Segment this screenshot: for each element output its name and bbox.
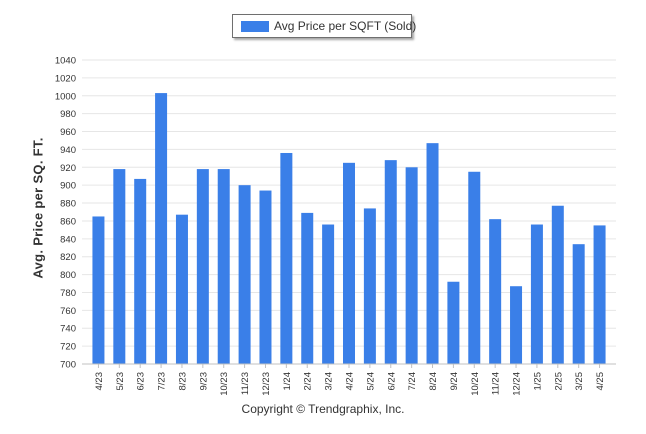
x-tick-label: 7/23 bbox=[157, 372, 168, 391]
y-tick-label: 900 bbox=[60, 181, 76, 192]
y-tick-label: 960 bbox=[60, 127, 76, 138]
y-tick-label: 1020 bbox=[55, 73, 76, 84]
bar-11/23 bbox=[238, 185, 251, 364]
bar-5/24 bbox=[363, 208, 376, 364]
legend: Avg Price per SQFT (Sold) bbox=[232, 14, 416, 38]
y-tick-label: 860 bbox=[60, 216, 76, 227]
x-tick-label: 6/24 bbox=[386, 372, 397, 391]
x-tick-label: 11/24 bbox=[491, 372, 502, 395]
y-tick-label: 840 bbox=[60, 234, 76, 245]
bar-1/25 bbox=[530, 224, 543, 364]
y-axis-ticks: 700 720 740 760 780 800 820 840 860 880 900 920 940 9… bbox=[55, 56, 76, 371]
copyright-footer: Copyright © Trendgraphix, Inc. bbox=[241, 402, 405, 416]
y-tick-label: 920 bbox=[60, 163, 76, 174]
bar-6/23 bbox=[134, 178, 147, 364]
y-tick-label: 760 bbox=[60, 306, 76, 317]
bar-12/24 bbox=[510, 286, 523, 364]
y-tick-label: 1000 bbox=[55, 91, 76, 102]
x-tick-label: 5/23 bbox=[115, 372, 126, 391]
x-tick-label: 5/24 bbox=[365, 372, 376, 391]
bar-11/24 bbox=[489, 219, 502, 364]
bar-10/24 bbox=[468, 171, 481, 364]
y-tick-label: 820 bbox=[60, 252, 76, 263]
y-tick-label: 980 bbox=[60, 109, 76, 120]
x-tick-label: 10/24 bbox=[470, 372, 481, 396]
bar-6/24 bbox=[384, 160, 397, 364]
x-tick-label: 12/24 bbox=[512, 372, 523, 396]
bar-8/24 bbox=[426, 143, 439, 364]
y-tick-label: 800 bbox=[60, 270, 76, 281]
y-tick-label: 780 bbox=[60, 288, 76, 299]
x-tick-label: 7/24 bbox=[407, 372, 418, 391]
bar-3/25 bbox=[572, 244, 585, 364]
x-tick-label: 9/23 bbox=[198, 372, 209, 391]
y-tick-label: 1040 bbox=[55, 56, 76, 67]
bar-3/24 bbox=[322, 224, 335, 364]
bar-8/23 bbox=[175, 214, 188, 364]
y-tick-label: 940 bbox=[60, 145, 76, 156]
bar-12/23 bbox=[259, 190, 272, 364]
bar-7/24 bbox=[405, 167, 418, 364]
x-tick-label: 10/23 bbox=[219, 372, 230, 396]
x-tick-label: 6/23 bbox=[136, 372, 147, 391]
x-tick-label: 11/23 bbox=[240, 372, 251, 395]
legend-swatch bbox=[241, 21, 269, 32]
grid-lines bbox=[82, 59, 616, 365]
y-tick-label: 720 bbox=[60, 342, 76, 353]
x-tick-label: 3/25 bbox=[574, 372, 585, 391]
bar-9/23 bbox=[196, 169, 209, 364]
x-tick-label: 12/23 bbox=[261, 372, 272, 396]
y-tick-label: 700 bbox=[60, 360, 76, 371]
x-tick-label: 4/25 bbox=[595, 372, 606, 391]
x-tick-label: 4/24 bbox=[345, 372, 356, 391]
bar-4/24 bbox=[343, 162, 355, 364]
x-tick-label: 2/24 bbox=[303, 372, 314, 391]
y-axis-title: Avg. Price per SQ. FT. bbox=[30, 137, 46, 279]
bars bbox=[92, 93, 606, 365]
legend-label: Avg Price per SQFT (Sold) bbox=[274, 19, 417, 33]
x-tick-label: 1/25 bbox=[532, 372, 543, 391]
bar-4/23 bbox=[92, 216, 105, 364]
x-tick-label: 2/25 bbox=[553, 372, 564, 391]
bar-2/24 bbox=[301, 212, 314, 364]
bar-5/23 bbox=[113, 169, 126, 364]
bar-4/25 bbox=[593, 225, 606, 364]
bar-9/24 bbox=[447, 281, 460, 364]
x-tick-label: 1/24 bbox=[282, 372, 293, 391]
x-tick-label: 4/23 bbox=[94, 372, 105, 391]
bar-7/23 bbox=[155, 93, 168, 365]
bar-10/23 bbox=[217, 169, 230, 364]
y-tick-label: 740 bbox=[60, 324, 76, 335]
bar-2/25 bbox=[551, 205, 564, 364]
x-tick-label: 8/23 bbox=[177, 372, 188, 391]
x-axis-ticks: 4/23 5/23 6/23 7/23 8/23 9/23 10/23 11/23 12/23 1… bbox=[94, 364, 606, 396]
x-tick-label: 8/24 bbox=[428, 372, 439, 391]
x-tick-label: 3/24 bbox=[324, 372, 335, 391]
bar-1/24 bbox=[280, 152, 293, 364]
x-tick-label: 9/24 bbox=[449, 372, 460, 391]
y-tick-label: 880 bbox=[60, 199, 76, 210]
